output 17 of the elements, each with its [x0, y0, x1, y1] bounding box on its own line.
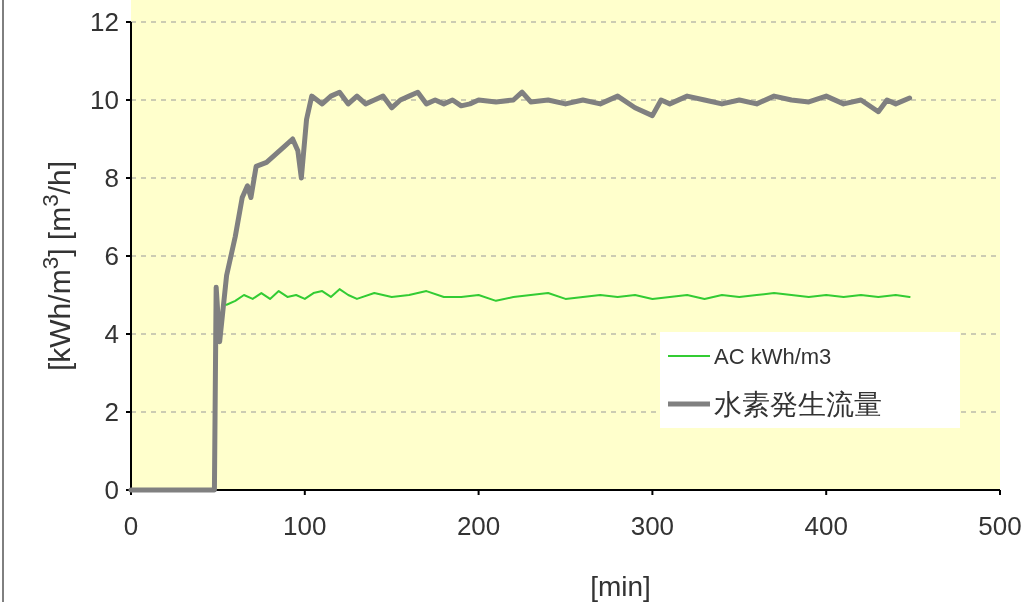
- line-series: [225, 288, 911, 306]
- x-tick-label: 500: [978, 511, 1022, 541]
- y-tick-label: 2: [104, 397, 119, 427]
- x-tick-label: 400: [804, 511, 848, 541]
- x-axis-title: [min]: [590, 571, 651, 602]
- y-tick-label: 4: [104, 319, 119, 349]
- x-tick-label: 0: [123, 511, 139, 541]
- x-tick-label: 100: [283, 511, 327, 541]
- y-tick-label: 6: [104, 241, 119, 271]
- legend-label: 水素発生流量: [714, 389, 882, 420]
- y-tick-label: 10: [90, 85, 119, 115]
- x-tick-label: 300: [630, 511, 675, 541]
- y-tick-label: 0: [104, 475, 119, 505]
- legend-label: AC kWh/m3: [714, 344, 832, 369]
- y-tick-label: 8: [104, 163, 119, 193]
- y-tick-label: 12: [90, 7, 119, 37]
- x-tick-label: 200: [456, 511, 501, 541]
